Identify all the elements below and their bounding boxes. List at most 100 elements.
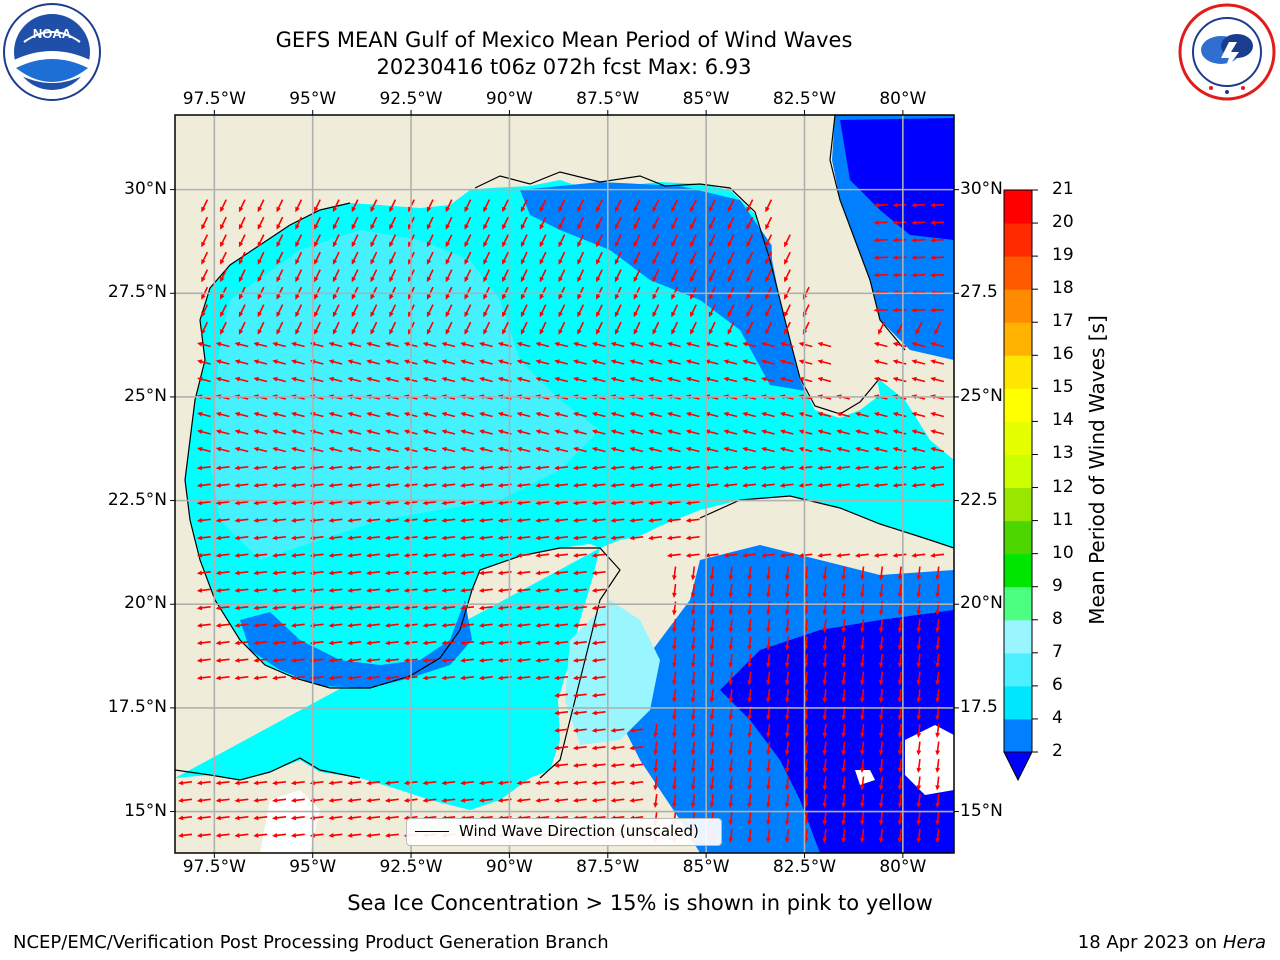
wave-arrow-920 bbox=[422, 640, 437, 646]
wave-arrow-243 bbox=[727, 304, 735, 318]
wave-arrow-496 bbox=[460, 429, 475, 435]
wave-arrow-793 bbox=[878, 566, 884, 581]
wave-arrow-964 bbox=[554, 657, 569, 663]
wave-arrow-668 bbox=[685, 500, 700, 506]
blue-ne-gulf bbox=[520, 182, 812, 392]
wave-arrow-878 bbox=[328, 622, 343, 628]
wave-arrow-996 bbox=[460, 675, 475, 681]
wave-arrow-1131 bbox=[422, 780, 437, 786]
wave-arrow-459 bbox=[516, 411, 531, 418]
wave-arrow-70 bbox=[201, 234, 209, 248]
wave-arrow-108 bbox=[238, 251, 246, 265]
wave-arrow-1077 bbox=[572, 745, 587, 751]
wave-arrow-890 bbox=[554, 622, 569, 628]
wave-arrow-655 bbox=[441, 500, 456, 506]
wave-arrow-16 bbox=[502, 199, 509, 213]
wave-arrow-307 bbox=[535, 341, 550, 348]
footer-host: Hera bbox=[1222, 932, 1266, 953]
wave-arrow-290 bbox=[215, 341, 230, 348]
wave-arrow-145 bbox=[257, 269, 265, 283]
wave-arrow-942 bbox=[897, 636, 903, 651]
wave-arrow-321 bbox=[798, 341, 813, 348]
legend: Wind Wave Direction (unscaled) bbox=[406, 818, 722, 846]
wave-arrow-124 bbox=[539, 251, 547, 265]
wave-arrow-797 bbox=[196, 587, 211, 593]
wave-arrow-720 bbox=[648, 535, 663, 541]
wave-arrow-121 bbox=[483, 251, 491, 265]
wave-arrow-697 bbox=[215, 535, 230, 541]
wave-arrow-303 bbox=[460, 341, 475, 348]
wave-arrow-681 bbox=[422, 517, 437, 523]
wave-arrow-799 bbox=[234, 587, 249, 593]
wave-arrow-532 bbox=[385, 446, 399, 453]
wave-arrow-876 bbox=[290, 622, 305, 628]
wave-arrow-612 bbox=[384, 482, 399, 488]
wave-arrow-973 bbox=[784, 653, 790, 668]
wave-arrow-1252 bbox=[384, 832, 399, 838]
wave-arrow-932 bbox=[709, 636, 715, 651]
wave-arrow-120 bbox=[464, 251, 472, 265]
wave-arrow-610 bbox=[347, 482, 362, 488]
wave-arrow-783 bbox=[690, 566, 696, 581]
wave-arrow-906 bbox=[916, 618, 922, 633]
wave-arrow-839 bbox=[290, 605, 305, 611]
wave-arrow-1091 bbox=[841, 741, 847, 756]
wave-arrow-775 bbox=[478, 570, 493, 576]
wave-arrow-245 bbox=[765, 304, 773, 318]
wave-arrow-787 bbox=[766, 566, 771, 581]
wave-arrow-1194 bbox=[841, 793, 847, 808]
wave-arrow-544 bbox=[610, 446, 625, 453]
wave-arrow-829 bbox=[860, 583, 865, 598]
wave-arrow-1057 bbox=[591, 727, 606, 733]
legend-label: Wind Wave Direction (unscaled) bbox=[459, 822, 699, 840]
colorbar-label-3: 7 bbox=[1052, 641, 1063, 662]
colorbar-label-6: 10 bbox=[1052, 542, 1074, 563]
wave-arrow-1084 bbox=[709, 741, 715, 756]
wave-arrow-965 bbox=[572, 657, 587, 663]
lat-label-left-5: 17.5°N bbox=[107, 696, 167, 717]
wave-arrow-518 bbox=[873, 429, 888, 435]
wave-arrow-34 bbox=[930, 202, 945, 208]
wave-arrow-750 bbox=[760, 552, 775, 558]
colorbar-label-11: 15 bbox=[1052, 377, 1074, 398]
wave-arrow-664 bbox=[610, 500, 625, 506]
colorbar-segment-11 bbox=[1004, 355, 1032, 389]
wave-arrow-144 bbox=[238, 269, 246, 283]
lon-label-bottom-2: 92.5°W bbox=[379, 857, 443, 877]
gridlines bbox=[175, 115, 954, 853]
wave-arrow-698 bbox=[234, 535, 249, 541]
wave-arrow-1035 bbox=[916, 688, 922, 703]
wave-arrow-958 bbox=[441, 657, 456, 663]
wave-arrow-1026 bbox=[747, 688, 753, 703]
wave-arrow-940 bbox=[860, 636, 865, 651]
wave-arrow-1142 bbox=[629, 780, 644, 786]
wave-arrow-495 bbox=[441, 429, 456, 435]
wave-arrow-382 bbox=[516, 376, 531, 383]
colorbar-label-13: 17 bbox=[1052, 311, 1074, 332]
wave-arrow-583 bbox=[591, 465, 606, 471]
wave-arrow-950 bbox=[290, 657, 305, 663]
wave-arrow-703 bbox=[328, 535, 343, 541]
wave-arrow-938 bbox=[822, 636, 828, 651]
wave-arrow-810 bbox=[441, 587, 456, 593]
wave-arrow-1208 bbox=[328, 815, 343, 821]
wave-arrow-337 bbox=[385, 359, 399, 365]
wave-arrow-999 bbox=[516, 675, 531, 681]
wave-arrow-1186 bbox=[690, 793, 696, 808]
wave-arrow-835 bbox=[215, 605, 230, 611]
wave-arrow-1132 bbox=[441, 780, 456, 786]
wave-arrow-889 bbox=[535, 622, 550, 628]
wave-arrow-1168 bbox=[347, 797, 362, 803]
wave-arrow-949 bbox=[272, 657, 287, 663]
wave-arrow-378 bbox=[441, 376, 456, 383]
wave-arrow-138 bbox=[873, 255, 888, 261]
wave-arrow-898 bbox=[766, 618, 771, 633]
wave-arrow-111 bbox=[295, 251, 303, 265]
wave-arrow-327 bbox=[197, 359, 211, 365]
wave-arrow-1006 bbox=[709, 671, 715, 686]
wave-arrow-156 bbox=[464, 269, 472, 283]
wave-arrow-847 bbox=[441, 605, 456, 611]
wave-arrow-817 bbox=[572, 587, 587, 593]
wave-arrow-367 bbox=[234, 376, 249, 383]
wave-arrow-313 bbox=[648, 341, 663, 348]
